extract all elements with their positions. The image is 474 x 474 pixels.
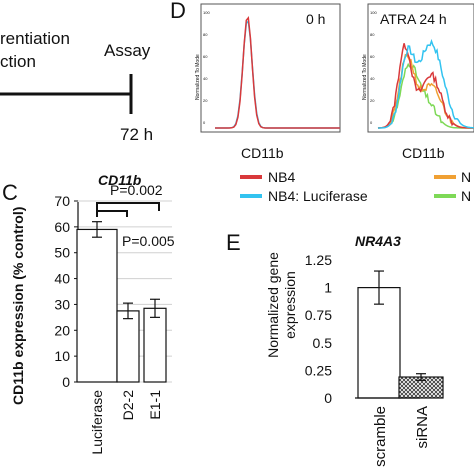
assay-label: Assay xyxy=(104,41,151,60)
timeline-text-2: ction xyxy=(0,52,36,71)
histogram-atra-curve-nb4-luciferase xyxy=(378,38,474,129)
chart-e-x-tick-label: siRNA xyxy=(414,406,431,449)
histogram-y-tick: 0 xyxy=(370,120,373,125)
chart-e-title: NR4A3 xyxy=(355,233,401,249)
chart-c-y-tick-label: 0 xyxy=(62,374,70,390)
chart-e-y-tick-label: 0.5 xyxy=(313,335,333,351)
chart-e-y-tick-label: 0 xyxy=(324,390,332,406)
time-label: 72 h xyxy=(120,125,153,144)
chart-c-y-tick-label: 30 xyxy=(54,296,70,312)
timeline-panel: rentiation ction Assay 72 h xyxy=(0,29,153,144)
chart-c: CD11b CD11b expression (% control) 0 10 20… xyxy=(10,172,175,455)
legend-label-orange: N xyxy=(461,169,471,185)
histogram-y-tick: 20 xyxy=(370,98,375,103)
panel-label-e: E xyxy=(226,230,241,255)
histogram-y-tick: 40 xyxy=(370,76,375,81)
histogram-0h: 0 h Normalized To Mode 100 80 60 40 20 0 CD11… xyxy=(195,3,341,161)
chart-e: NR4A3 Normalized gene expression 0 0.25 0.… xyxy=(265,233,444,467)
chart-e-ylabel: Normalized gene expression xyxy=(265,252,298,358)
chart-c-bar xyxy=(116,310,140,383)
chart-c-x-tick-label: Luciferase xyxy=(89,390,105,455)
histogram-0h-title: 0 h xyxy=(306,11,325,27)
histogram-y-tick: 80 xyxy=(370,32,375,37)
chart-c-y-tick-label: 70 xyxy=(54,193,70,209)
chart-c-pvalue-2: P=0.005 xyxy=(122,233,175,249)
histogram-atra: ATRA 24 h Normalized To Mode 100 80 60 40 20… xyxy=(362,3,474,161)
chart-e-y-tick-label: 0.75 xyxy=(305,307,332,323)
chart-e-bar xyxy=(357,287,401,399)
chart-c-bar xyxy=(143,307,167,383)
histogram-atra-ylabel: Normalized To Mode xyxy=(362,54,368,100)
legend: NB4 NB4: Luciferase N N xyxy=(240,169,471,204)
histogram-0h-xlabel: CD11b xyxy=(241,145,284,161)
legend-label-nb4: NB4 xyxy=(268,169,295,185)
chart-c-bar xyxy=(76,228,118,383)
histogram-atra-curve-nb4 xyxy=(377,43,474,129)
histogram-0h-frame xyxy=(200,3,341,133)
chart-c-y-tick-label: 40 xyxy=(54,271,70,287)
timeline-text-1: rentiation xyxy=(0,29,70,48)
histogram-atra-xlabel: CD11b xyxy=(402,145,445,161)
chart-e-y-tick-label: 1 xyxy=(324,280,332,296)
chart-e-y-tick-label: 1.25 xyxy=(305,252,332,268)
chart-c-x-tick-label: E1-1 xyxy=(147,390,163,420)
histogram-y-tick: 100 xyxy=(370,10,377,15)
histogram-atra-curve-green xyxy=(377,62,474,129)
histogram-atra-title: ATRA 24 h xyxy=(380,11,447,27)
panel-label-c: C xyxy=(2,180,18,205)
svg-text:Normalized gene: Normalized gene xyxy=(265,252,281,358)
histogram-y-tick: 60 xyxy=(203,54,208,59)
chart-c-bracket-2 xyxy=(96,210,128,217)
histogram-y-tick: 40 xyxy=(203,76,208,81)
chart-c-pvalue-1: P=0.002 xyxy=(110,182,163,198)
histogram-y-tick: 0 xyxy=(203,120,206,125)
panel-label-d: D xyxy=(170,0,186,23)
histogram-0h-curve-nb4 xyxy=(215,16,340,129)
chart-c-y-tick-label: 10 xyxy=(54,348,70,364)
chart-e-x-tick-label: scramble xyxy=(372,406,389,467)
histogram-atra-frame xyxy=(367,3,474,133)
histogram-y-tick: 100 xyxy=(203,10,210,15)
histogram-y-tick: 60 xyxy=(370,54,375,59)
chart-c-title: CD11b xyxy=(98,172,142,188)
chart-c-ylabel: CD11b expression (% control) xyxy=(10,207,26,405)
svg-text:expression: expression xyxy=(282,271,298,339)
histogram-0h-ylabel: Normalized To Mode xyxy=(195,54,201,100)
chart-c-x-tick-label: D2-2 xyxy=(120,390,136,421)
histogram-y-tick: 80 xyxy=(203,32,208,37)
legend-label-green: N xyxy=(461,188,471,204)
chart-c-bracket-1 xyxy=(96,202,160,211)
chart-e-y-tick-label: 0.25 xyxy=(305,362,332,378)
legend-label-nb4-luciferase: NB4: Luciferase xyxy=(268,188,368,204)
histogram-0h-curve-nb4-luciferase xyxy=(215,19,340,129)
chart-c-y-tick-label: 60 xyxy=(54,219,70,235)
histogram-y-tick: 20 xyxy=(203,98,208,103)
chart-c-y-tick-label: 50 xyxy=(54,245,70,261)
chart-c-y-tick-label: 20 xyxy=(54,322,70,338)
